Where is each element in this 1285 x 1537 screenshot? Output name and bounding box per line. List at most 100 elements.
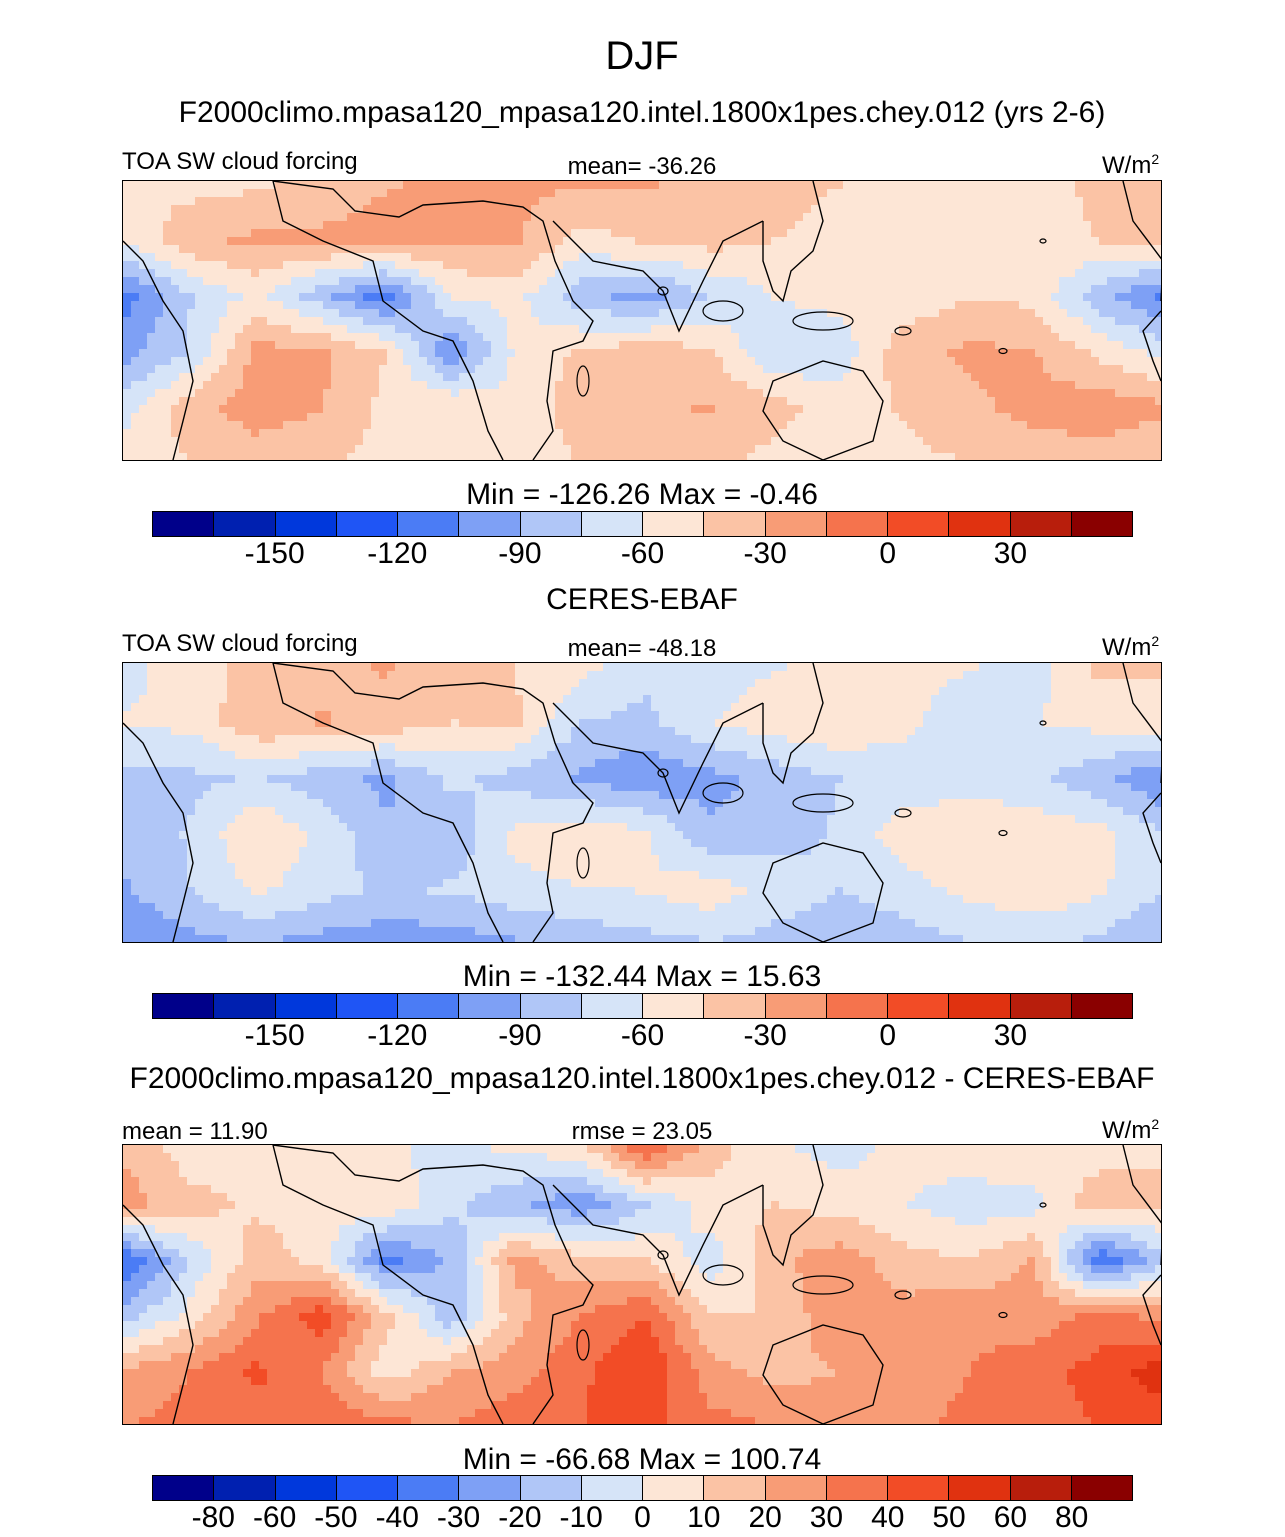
heatmap-cell — [451, 349, 460, 358]
heatmap-cell — [315, 189, 324, 198]
heatmap-cell — [443, 381, 452, 390]
heatmap-cell — [683, 381, 692, 390]
heatmap-cell — [731, 269, 740, 278]
heatmap-cell — [1115, 301, 1124, 310]
heatmap-cell — [891, 679, 900, 688]
heatmap-cell — [355, 349, 364, 358]
heatmap-cell — [771, 357, 780, 366]
heatmap-cell — [547, 213, 556, 222]
heatmap-cell — [1139, 437, 1148, 446]
heatmap-cell — [875, 453, 884, 460]
heatmap-cell — [707, 381, 716, 390]
heatmap-cell — [475, 453, 484, 460]
heatmap-cell — [443, 397, 452, 406]
heatmap-cell — [155, 293, 164, 302]
heatmap-cell — [843, 309, 852, 318]
heatmap-cell — [435, 189, 444, 198]
heatmap-cell — [371, 317, 380, 326]
heatmap-cell — [931, 309, 940, 318]
heatmap-cell — [955, 237, 964, 246]
heatmap-cell — [611, 205, 620, 214]
heatmap-cell — [851, 293, 860, 302]
heatmap-cell — [139, 421, 148, 430]
heatmap-cell — [651, 679, 660, 688]
heatmap-cell — [899, 221, 908, 230]
heatmap-cell — [315, 253, 324, 262]
heatmap-cell — [723, 261, 732, 270]
heatmap-cell — [1027, 373, 1036, 382]
heatmap-cell — [275, 453, 284, 460]
heatmap-cell — [1043, 357, 1052, 366]
heatmap-cell — [411, 405, 420, 414]
heatmap-cell — [315, 365, 324, 374]
heatmap-cell — [979, 389, 988, 398]
heatmap-cell — [635, 277, 644, 286]
heatmap-cell — [163, 325, 172, 334]
heatmap-cell — [499, 413, 508, 422]
heatmap-cell — [531, 445, 540, 454]
heatmap-cell — [307, 317, 316, 326]
heatmap-cell — [1003, 325, 1012, 334]
heatmap-cell — [1123, 365, 1132, 374]
heatmap-cell — [523, 229, 532, 238]
heatmap-cell — [355, 453, 364, 460]
heatmap-cell — [819, 205, 828, 214]
heatmap-cell — [179, 189, 188, 198]
heatmap-cell — [779, 277, 788, 286]
heatmap-cell — [1003, 261, 1012, 270]
colorbar-tick-label: -120 — [367, 537, 428, 570]
heatmap-cell — [379, 229, 388, 238]
heatmap-cell — [1019, 253, 1028, 262]
heatmap-cell — [499, 349, 508, 358]
heatmap-cell — [435, 663, 444, 672]
heatmap-cell — [403, 429, 412, 438]
heatmap-cell — [515, 397, 524, 406]
heatmap-cell — [643, 229, 652, 238]
heatmap-cell — [1051, 421, 1060, 430]
heatmap-cell — [235, 429, 244, 438]
heatmap-cell — [251, 373, 260, 382]
heatmap-cell — [619, 381, 628, 390]
heatmap-cell — [795, 317, 804, 326]
heatmap-cell — [419, 237, 428, 246]
heatmap-cell — [987, 277, 996, 286]
heatmap-cell — [467, 189, 476, 198]
heatmap-cell — [707, 341, 716, 350]
heatmap-cell — [819, 309, 828, 318]
heatmap-cell — [1155, 373, 1161, 382]
heatmap-cell — [899, 253, 908, 262]
heatmap-cell — [587, 309, 596, 318]
heatmap-cell — [1147, 285, 1156, 294]
heatmap-cell — [491, 189, 500, 198]
heatmap-cell — [1155, 365, 1161, 374]
heatmap-cell — [267, 397, 276, 406]
heatmap-cell — [379, 445, 388, 454]
heatmap-cell — [531, 429, 540, 438]
heatmap-cell — [915, 405, 924, 414]
heatmap-cell — [1027, 213, 1036, 222]
heatmap-cell — [747, 197, 756, 206]
heatmap-cell — [171, 325, 180, 334]
heatmap-cell — [451, 245, 460, 254]
heatmap-cell — [411, 349, 420, 358]
heatmap-cell — [835, 453, 844, 460]
heatmap-cell — [507, 437, 516, 446]
heatmap-cell — [1123, 301, 1132, 310]
heatmap-cell — [979, 437, 988, 446]
heatmap-cell — [251, 389, 260, 398]
heatmap-cell — [1091, 437, 1100, 446]
heatmap-cell — [779, 301, 788, 310]
heatmap-cell — [379, 189, 388, 198]
heatmap-cell — [211, 405, 220, 414]
heatmap-cell — [1123, 197, 1132, 206]
heatmap-cell — [891, 229, 900, 238]
heatmap-cell — [1147, 237, 1156, 246]
heatmap-cell — [1043, 301, 1052, 310]
heatmap-cell — [803, 341, 812, 350]
heatmap-cell — [827, 197, 836, 206]
heatmap-cell — [363, 663, 372, 672]
heatmap-cell — [923, 663, 932, 672]
heatmap-cell — [923, 205, 932, 214]
heatmap-cell — [715, 269, 724, 278]
heatmap-cell — [1011, 205, 1020, 214]
